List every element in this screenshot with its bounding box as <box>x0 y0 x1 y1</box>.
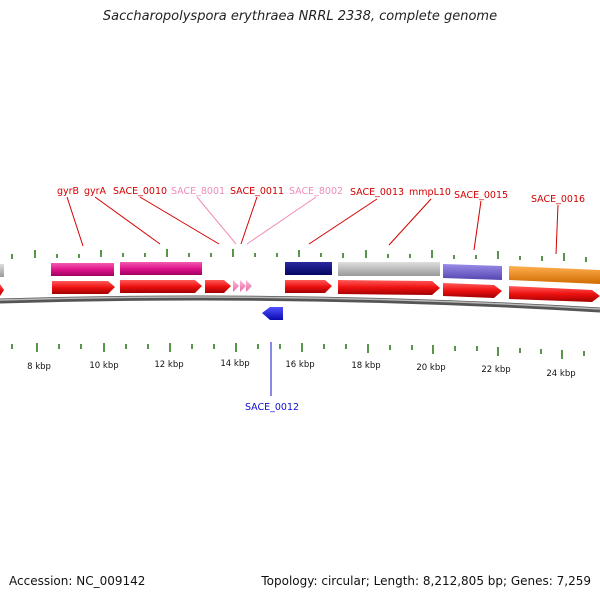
scale-label-22kbp: 22 kbp <box>481 365 510 375</box>
gene-label-sace-0013: SACE_0013 <box>350 187 404 198</box>
cds-arrow-gyrA <box>120 280 202 293</box>
scale-label-18kbp: 18 kbp <box>351 361 380 371</box>
trna-arrow-sace-0011 <box>240 280 246 292</box>
trna-arrow-sace-8002 <box>246 280 252 292</box>
scale-label-10kbp: 10 kbp <box>89 361 118 371</box>
scale-label-20kbp: 20 kbp <box>416 363 445 373</box>
gene-label-gyrA: gyrA <box>84 186 107 197</box>
cds-arrow-gyrB <box>52 281 115 294</box>
cds-arrow-sace-0013 <box>285 280 332 293</box>
scale-label-14kbp: 14 kbp <box>220 359 249 369</box>
cds-arrow-sace-0015 <box>443 283 502 298</box>
gene-labels: gyrB gyrA SACE_0010 SACE_8001 SACE_0011 … <box>57 186 585 413</box>
cds-arrow-edge <box>0 284 4 296</box>
trna-arrow-sace-8001 <box>233 280 239 292</box>
gene-label-sace-8001: SACE_8001 <box>171 186 225 197</box>
sace-0013-box <box>285 262 332 275</box>
gene-label-sace-0010: SACE_0010 <box>113 186 167 197</box>
mmpL10-box <box>338 262 440 276</box>
gene-label-sace-0011: SACE_0011 <box>230 186 284 197</box>
gene-label-gyrB: gyrB <box>57 186 79 197</box>
feature-track-inner <box>0 280 600 302</box>
sace-0012-arrow <box>262 307 283 320</box>
sace-0016-box <box>509 266 600 284</box>
accession-text: Accession: NC_009142 <box>9 574 146 588</box>
scale-label-16kbp: 16 kbp <box>285 360 314 370</box>
feature-track-outer <box>0 262 600 284</box>
gene-label-mmpL10: mmpL10 <box>409 187 451 198</box>
scale-label-12kbp: 12 kbp <box>154 360 183 370</box>
gene-label-sace-0012: SACE_0012 <box>245 402 299 413</box>
upper-tick-row <box>11 249 587 262</box>
scale-label-8kbp: 8 kbp <box>27 362 51 372</box>
gyrA-box <box>120 262 202 275</box>
scale-label-24kbp: 24 kbp <box>546 369 575 379</box>
label-leaders <box>66 196 559 396</box>
cds-arrow-mmpL10 <box>338 280 440 295</box>
gene-label-sace-8002: SACE_8002 <box>289 186 343 197</box>
cds-arrow-sace-0010 <box>205 280 231 293</box>
gene-label-sace-0015: SACE_0015 <box>454 190 508 201</box>
cds-arrow-sace-0016 <box>509 286 600 302</box>
gene-label-sace-0016: SACE_0016 <box>531 194 585 205</box>
genome-summary-text: Topology: circular; Length: 8,212,805 bp… <box>261 574 591 588</box>
gene-box-edge-gray <box>0 264 4 277</box>
lower-tick-row <box>11 343 585 359</box>
gyrB-box <box>51 263 114 276</box>
scale-labels: 8 kbp 10 kbp 12 kbp 14 kbp 16 kbp 18 kbp… <box>27 359 576 379</box>
sace-0015-box <box>443 264 502 280</box>
genome-backbone <box>0 295 600 313</box>
map-title: Saccharopolyspora erythraea NRRL 2338, c… <box>102 9 498 24</box>
